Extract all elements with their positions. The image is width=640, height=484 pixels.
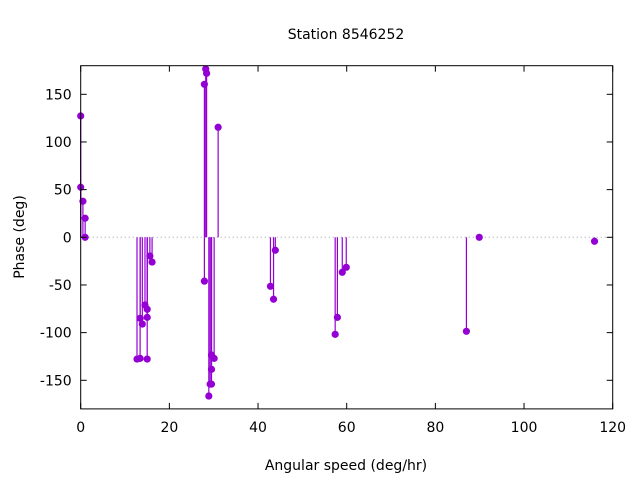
data-point — [136, 354, 144, 362]
y-tick-label: -100 — [40, 326, 72, 342]
y-tick-label: 150 — [45, 87, 72, 103]
data-point — [331, 330, 339, 338]
data-point — [269, 295, 278, 303]
data-point — [200, 80, 208, 88]
data-point — [214, 123, 222, 131]
axes: 0 20 40 60 80 100 120 -150 -100 -50 0 50 100 150 — [40, 65, 626, 436]
y-tick-label: 50 — [54, 183, 72, 199]
data-point — [148, 258, 156, 266]
x-tick-label: 120 — [599, 420, 626, 436]
data-marks — [77, 65, 599, 400]
x-tick-label: 0 — [76, 420, 85, 436]
y-tick-label: -50 — [49, 278, 72, 294]
x-tick-label: 80 — [426, 420, 444, 436]
x-tick-label: 20 — [160, 420, 178, 436]
y-tick-label: 100 — [45, 135, 72, 151]
y-tick-label: -150 — [40, 373, 72, 389]
y-axis-label: Phase (deg) — [12, 195, 28, 279]
data-point — [143, 355, 151, 363]
data-point — [207, 380, 216, 388]
data-point — [462, 327, 470, 335]
data-point — [475, 233, 483, 241]
y-tick-label: 0 — [63, 230, 72, 246]
data-point — [271, 246, 279, 254]
data-point — [81, 214, 89, 222]
data-point — [203, 69, 211, 77]
data-point — [200, 277, 208, 285]
data-point — [143, 313, 151, 321]
data-point — [338, 268, 346, 276]
x-axis-label: Angular speed (deg/hr) — [265, 458, 427, 474]
data-point — [138, 320, 146, 328]
data-point — [146, 252, 154, 260]
data-point — [207, 365, 216, 373]
data-point — [342, 263, 350, 271]
data-point — [210, 354, 218, 362]
x-tick-label: 100 — [511, 420, 538, 436]
data-point — [333, 313, 341, 321]
data-point — [590, 237, 599, 245]
data-point — [136, 314, 144, 322]
x-tick-label: 60 — [338, 420, 356, 436]
data-point — [266, 282, 275, 290]
chart-title: Station 8546252 — [288, 27, 405, 43]
x-tick-label: 40 — [249, 420, 267, 436]
data-point — [143, 305, 151, 313]
data-point — [205, 392, 213, 400]
